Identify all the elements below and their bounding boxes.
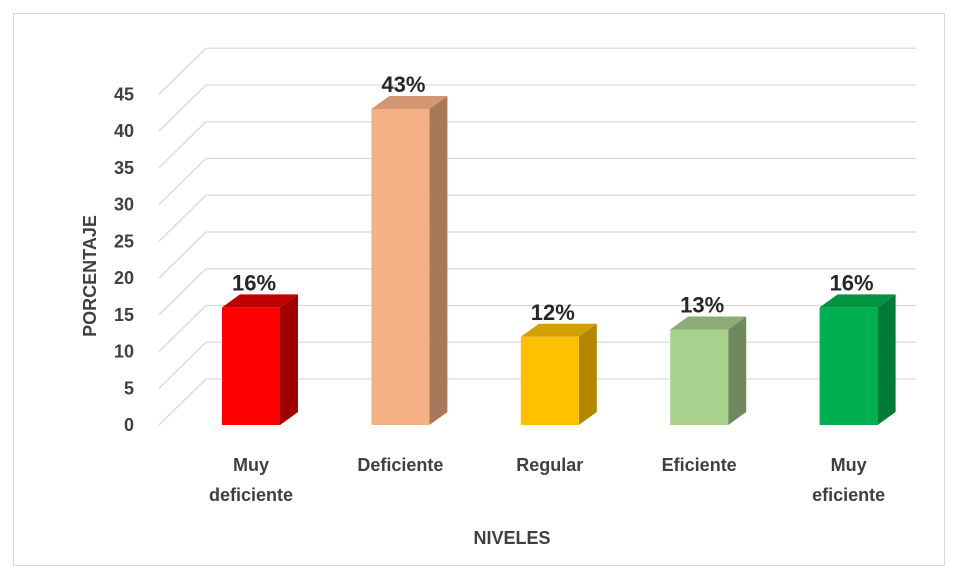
data-label: 16% [232, 270, 276, 295]
bar-top [670, 316, 747, 330]
x-category-label: Muy deficiente [209, 455, 293, 505]
y-tick-label: 35 [114, 158, 134, 178]
bar-front [819, 307, 878, 425]
gridline-depth [158, 158, 207, 205]
gridlines [158, 47, 916, 426]
y-tick-label: 45 [114, 84, 134, 104]
y-tick-label: 25 [114, 231, 134, 251]
data-label: 12% [531, 300, 575, 325]
data-label: 43% [381, 72, 425, 97]
bars [222, 95, 896, 425]
bar-front [670, 329, 729, 425]
bar-side [429, 95, 448, 425]
bar-front [222, 307, 280, 425]
bar-deficiente [371, 95, 448, 425]
bar-regular [520, 323, 597, 425]
y-tick-label: 5 [124, 378, 134, 398]
y-tick-label: 30 [114, 195, 134, 215]
gridline-depth [158, 231, 207, 279]
x-category-label: Deficiente [357, 455, 443, 475]
gridline-depth [158, 378, 207, 426]
gridline-depth [158, 194, 207, 242]
x-category-label: Regular [516, 455, 583, 475]
bar-side [280, 294, 298, 425]
data-labels: 16% 43% 12% 13% 16% [232, 72, 874, 325]
y-tick-label: 0 [124, 415, 134, 435]
data-label: 16% [830, 270, 874, 295]
bar-muy-eficiente [819, 294, 896, 425]
y-tick-label: 10 [114, 342, 134, 362]
gridline-depth [158, 268, 207, 316]
y-axis-title: PORCENTAJE [80, 215, 100, 337]
x-axis-title: NIVELES [473, 528, 550, 548]
gridline-depth [158, 47, 207, 95]
bar-front [371, 108, 430, 425]
chart-frame: 0 5 10 15 20 25 30 35 40 45 16% 43% 12% 13% 16% Muy de… [13, 13, 945, 566]
bar-side [728, 316, 747, 425]
gridline-depth [158, 84, 207, 132]
y-tick-label: 15 [114, 305, 134, 325]
gridline-depth [158, 341, 207, 389]
bar-top [222, 294, 298, 308]
gridline-depth [158, 121, 207, 169]
bar-side [877, 294, 896, 425]
gridline-depth [158, 305, 207, 352]
y-tick-label: 40 [114, 121, 134, 141]
bar-muy-deficiente [222, 294, 298, 425]
x-category-label: Eficiente [662, 455, 737, 475]
y-axis-ticks: 0 5 10 15 20 25 30 35 40 45 [114, 84, 134, 435]
x-axis-categories: Muy deficiente Deficiente Regular Eficiente M… [209, 455, 885, 505]
bar-top [520, 323, 597, 337]
bar-eficiente [670, 316, 747, 425]
data-label: 13% [680, 292, 724, 317]
bar-top [819, 294, 896, 308]
bar-side [578, 323, 597, 425]
bar-chart: 0 5 10 15 20 25 30 35 40 45 16% 43% 12% 13% 16% Muy de… [80, 47, 916, 548]
bar-top [371, 95, 448, 109]
x-category-label: Muy eficiente [812, 455, 885, 505]
y-tick-label: 20 [114, 268, 134, 288]
bar-front [520, 336, 579, 425]
